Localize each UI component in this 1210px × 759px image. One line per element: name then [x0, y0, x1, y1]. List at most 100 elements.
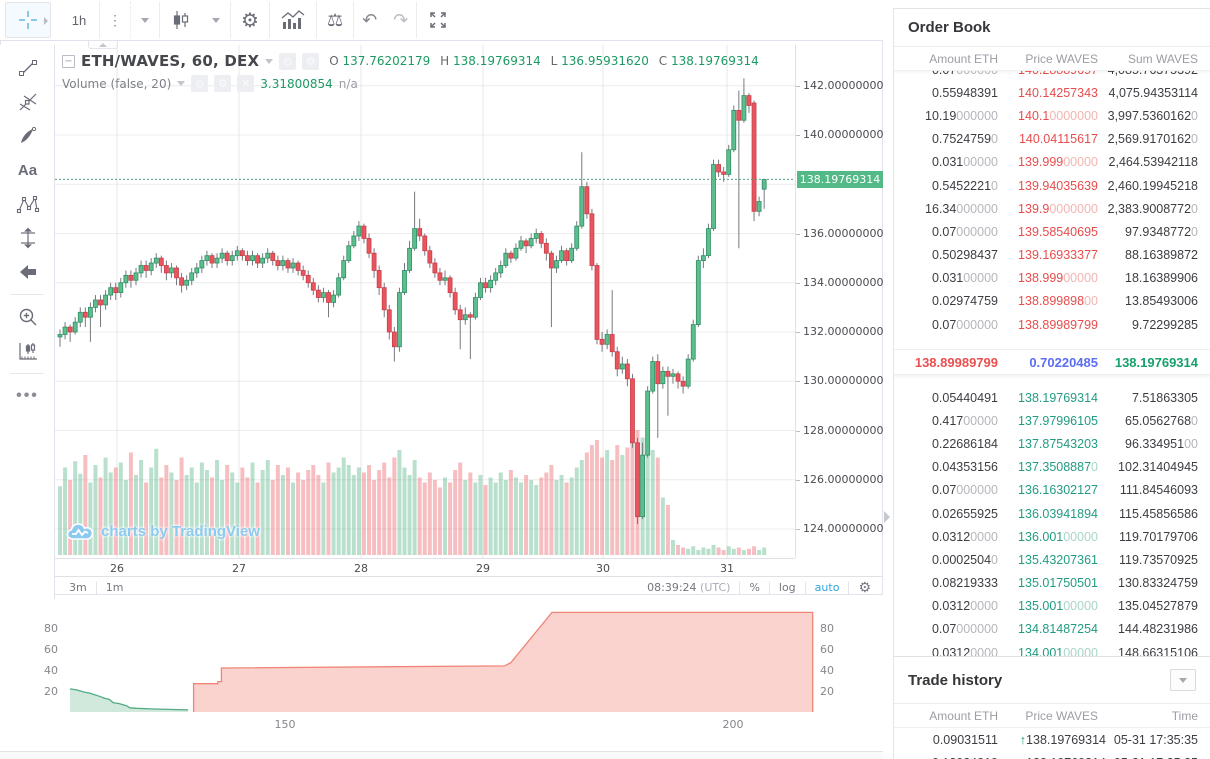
high-value: 138.19769314 [452, 54, 541, 68]
order-book-ask-row[interactable]: 0.54522210 139.94035639 2,460.19945218 [931, 178, 1198, 193]
time-axis[interactable]: 26 27 28 29 30 31 [55, 558, 795, 576]
price-axis-label: 140.00000000 [795, 128, 884, 141]
price-axis[interactable]: 142.00000000 140.00000000 136.00000000 134.… [795, 45, 883, 558]
trade-history-collapse-button[interactable] [1170, 669, 1196, 691]
ohlc-readout: O 137.76202179 H 138.19769314 L 136.9593… [329, 54, 759, 68]
order-book-bid-row[interactable]: 0.22686184 137.87543203 96.33495100 [931, 436, 1198, 451]
crosshair-tool-button[interactable] [5, 2, 51, 38]
order-book-bid-row[interactable]: 0.41700000 137.97996105 65.05627680 [931, 413, 1198, 428]
price-axis-label: 142.00000000 [795, 78, 884, 92]
order-book-ask-row[interactable]: 0.07000000 139.58540695 97.93487720 [931, 224, 1198, 239]
order-book-ask-row[interactable]: 0.03100000 138.99900000 18.16389906 [931, 271, 1198, 286]
range-1m-button[interactable]: 1m [105, 581, 124, 594]
percent-scale-button[interactable]: % [749, 581, 760, 594]
text-icon: Aa [17, 161, 38, 179]
order-book-bid-row[interactable]: 0.08219333 135.01750501 130.83324759 [931, 576, 1198, 591]
trend-line-tool-button[interactable] [0, 51, 55, 85]
arrow-marker-tool-button[interactable] [0, 255, 55, 289]
order-book-bid-row[interactable]: 0.02655925 136.03941894 115.45856586 [931, 506, 1198, 521]
chart-properties-button[interactable]: ⚙ [231, 2, 269, 38]
volume-close-icon[interactable]: ✕ [237, 75, 255, 92]
more-tools-button[interactable]: ••• [0, 379, 55, 413]
order-book-ask-row[interactable]: 0.07000000 138.89989799 9.72299285 [931, 317, 1198, 332]
order-book-bid-row[interactable]: 0.07000000 136.16302127 111.84546093 [931, 483, 1198, 498]
ellipsis-icon: ••• [16, 387, 39, 404]
volume-eye-icon[interactable]: ⊙ [191, 75, 209, 92]
pattern-tool-button[interactable] [0, 187, 55, 221]
order-book-ask-row[interactable]: 0.02974759 138.89989800 13.85493006 [931, 294, 1198, 309]
candlestick-chart-canvas[interactable] [55, 45, 795, 558]
auto-scale-button[interactable]: auto [814, 581, 840, 594]
pitchfork-tool-button[interactable] [0, 85, 55, 119]
order-book-ask-row[interactable]: 0.07000000140.288896974,085.76375392 [894, 71, 1210, 81]
order-book-ask-row[interactable]: 10.19000000 140.10000000 3,997.53601620 [925, 108, 1198, 123]
magnifier-plus-icon [19, 308, 36, 326]
symbol-title: ETH/WAVES, 60, DEX [81, 52, 260, 70]
range-3m-button[interactable]: 3m [69, 581, 87, 594]
series-eye-icon[interactable]: ⊙ [279, 52, 297, 70]
prediction-tool-button[interactable] [0, 221, 55, 255]
fullscreen-icon [430, 12, 447, 28]
redo-button[interactable]: ↷ [385, 2, 416, 38]
order-book-bid-row[interactable]: 0.03120000 136.00100000 119.70179706 [931, 529, 1198, 544]
measure-tool-button[interactable] [0, 334, 55, 368]
order-book-ask-row[interactable]: 0.50298437 139.16933377 88.16389872 [931, 248, 1198, 263]
price-axis-label: 134.00000000 [795, 275, 884, 289]
log-scale-button[interactable]: log [778, 581, 796, 594]
interval-menu-dots-button[interactable]: ⋮ [108, 11, 122, 28]
order-book-bid-row[interactable]: 0.07000000 134.81487254 144.48231986 [931, 622, 1198, 637]
divider [10, 294, 44, 295]
chart-legend: − ETH/WAVES, 60, DEX ⊙ ⚙ O 137.76202179 … [62, 52, 802, 92]
crosshair-icon [19, 11, 37, 29]
insert-indicator-button[interactable] [270, 2, 316, 38]
brush-tool-button[interactable] [0, 119, 55, 153]
volume-dropdown-caret-icon[interactable] [177, 81, 186, 86]
undo-button[interactable]: ↶ [354, 2, 385, 38]
order-book-ask-row[interactable]: 0.03100000 139.99900000 2,464.53942118 [931, 155, 1198, 170]
undo-arrow-icon: ↶ [362, 9, 378, 30]
svg-text:20: 20 [820, 685, 834, 698]
order-book-bid-row[interactable]: 0.05440491 138.19769314 7.51863305 [931, 390, 1198, 405]
expand-tools-arrow-icon[interactable] [44, 17, 48, 25]
chart-style-button[interactable] [160, 2, 202, 38]
interval-dropdown-button[interactable] [130, 2, 159, 38]
time-axis-label: 31 [720, 562, 734, 575]
order-book-bid-row[interactable]: 0.04353156 137.35088870 102.31404945 [931, 460, 1198, 475]
order-book-bid-row[interactable]: 0.03120000 134.00100000 148.66315106 [931, 645, 1198, 656]
market-depth-chart[interactable]: 20 20 40 40 60 60 80 80 150 200 [0, 600, 890, 752]
trade-history-row[interactable]: 0.09031511 ↑138.19769314 05-31 17:35:35 [932, 732, 1198, 747]
brush-icon [20, 126, 36, 143]
svg-text:60: 60 [44, 643, 58, 656]
order-book-ask-row[interactable]: 0.75247590 140.04115617 2,569.91701620 [931, 132, 1198, 147]
legend-collapse-icon[interactable]: − [62, 54, 75, 68]
panel-collapse-arrow-icon[interactable] [884, 511, 890, 523]
volume-gear-icon[interactable]: ⚙ [214, 75, 232, 92]
scales-icon: ⚖ [326, 9, 344, 30]
interval-button[interactable]: 1h [71, 12, 87, 28]
fullscreen-button[interactable] [417, 2, 459, 38]
trend-line-icon [18, 60, 37, 76]
divider [10, 373, 44, 374]
forecast-icon [20, 227, 35, 249]
price-axis-label: 136.00000000 [795, 226, 884, 240]
order-book-bid-row[interactable]: 0.03120000 135.00100000 135.04527879 [931, 599, 1198, 614]
compare-button[interactable]: ⚖ [317, 2, 353, 38]
text-tool-button[interactable]: Aa [0, 153, 55, 187]
svg-text:40: 40 [44, 664, 58, 677]
col-time: Time [1171, 708, 1198, 723]
gear-icon: ⚙ [241, 9, 259, 32]
chart-style-dropdown-button[interactable] [202, 2, 230, 38]
order-book-ask-row[interactable]: 16.34000000 139.90000000 2,383.90087720 [925, 201, 1198, 216]
order-book-bid-row[interactable]: 0.00025040 135.43207361 119.73570925 [931, 552, 1198, 567]
series-settings-gear-icon[interactable]: ⚙ [302, 52, 320, 70]
zoom-in-tool-button[interactable] [0, 300, 55, 334]
time-axis-label: 28 [354, 562, 368, 575]
volume-na: n/a [338, 76, 358, 91]
axis-settings-gear-icon[interactable]: ⚙ [858, 579, 871, 596]
order-book-ask-row[interactable]: 0.55948391 140.14257343 4,075.94353114 [931, 85, 1198, 100]
symbol-dropdown-caret-icon[interactable] [265, 58, 274, 64]
col-amount: Amount ETH [929, 51, 998, 66]
price-axis-label: 132.00000000 [795, 325, 884, 338]
